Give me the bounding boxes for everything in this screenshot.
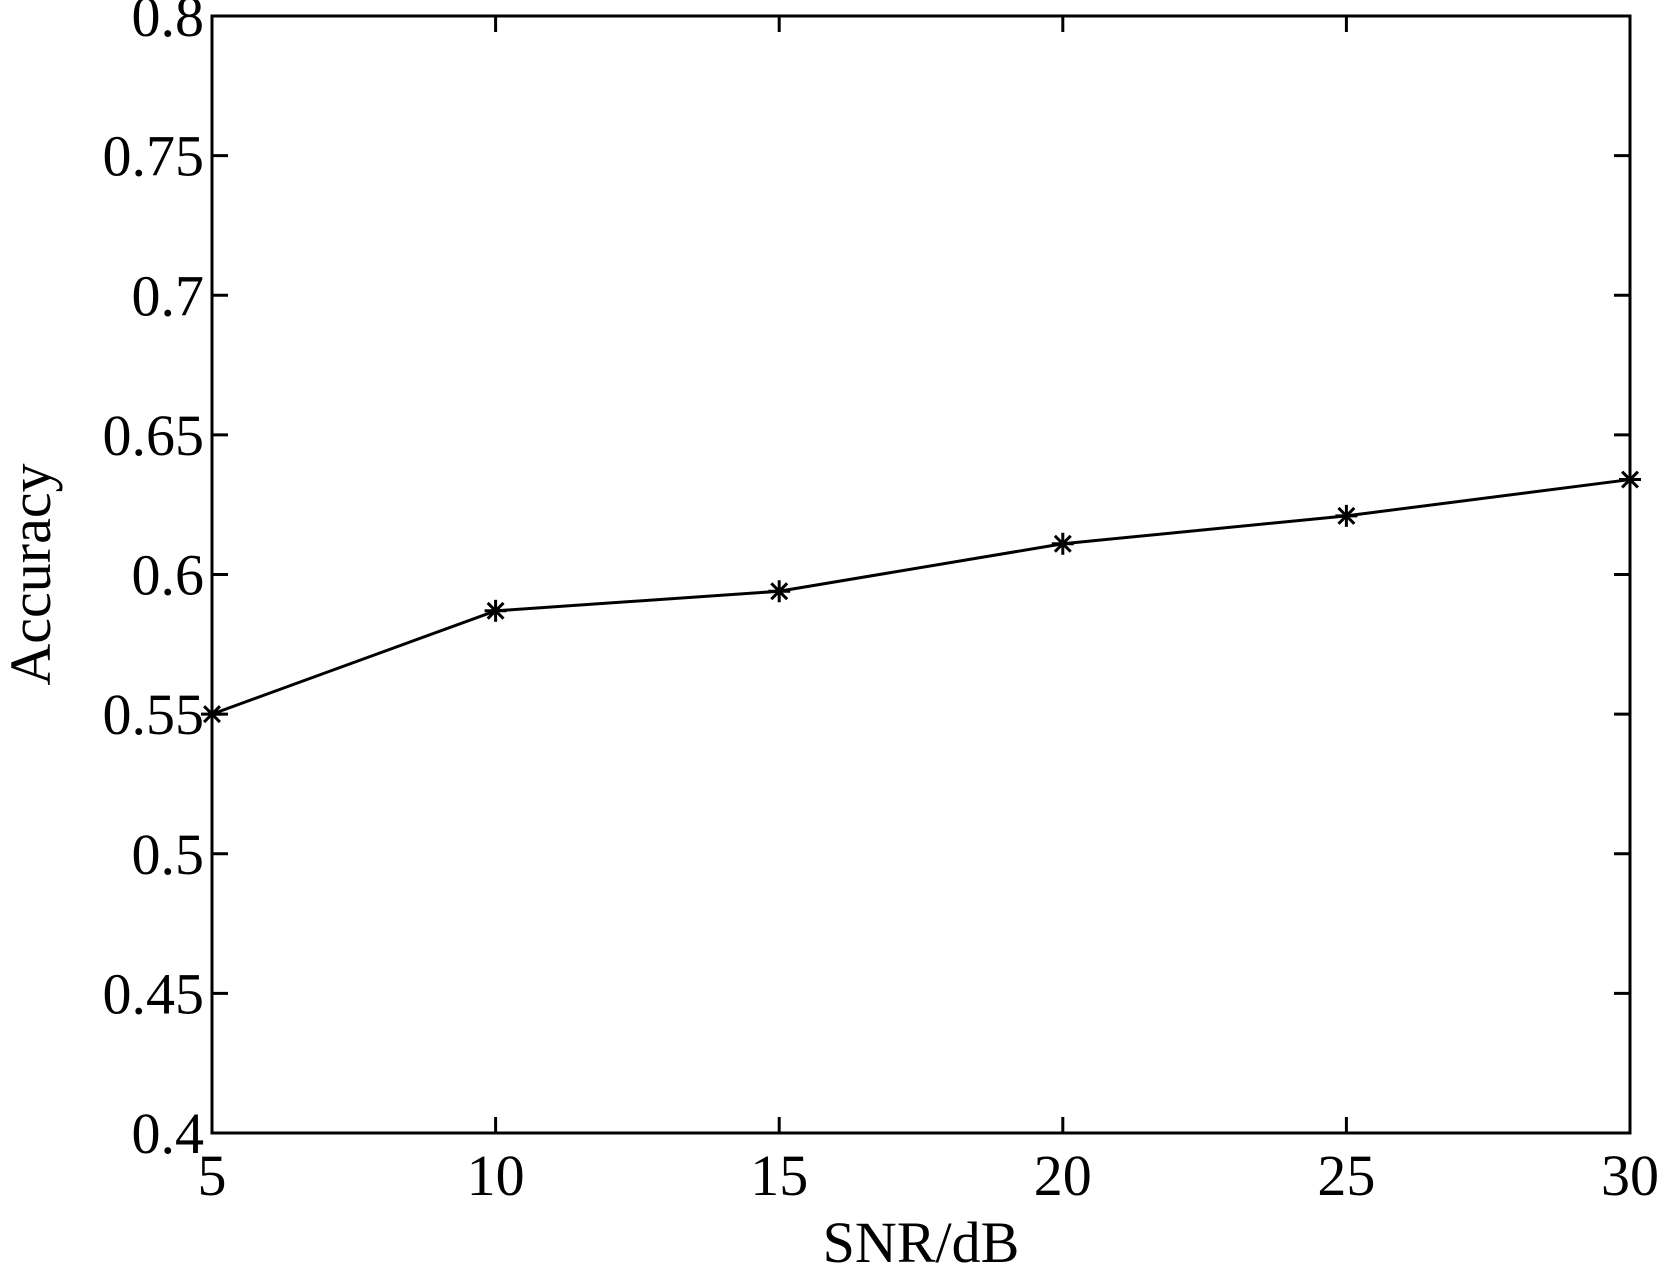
data-point-marker [1051,532,1074,555]
data-point-marker [1335,504,1358,527]
series-layer [201,468,1641,726]
y-tick-label: 0.5 [132,822,205,887]
y-tick-label: 0.8 [132,0,205,49]
tick-labels-layer: 5 10 15 20 25 30 0.4 0.45 0.5 0.55 0.6 0.65 0.7 0.75 0… [103,0,1660,1208]
x-tick-label: 20 [1034,1143,1092,1208]
y-tick-label: 0.65 [103,403,205,468]
x-tick-label: 25 [1317,1143,1375,1208]
x-tick-label: 30 [1601,1143,1659,1208]
y-tick-label: 0.45 [103,961,205,1026]
x-tick-label: 10 [467,1143,525,1208]
ticks-layer [210,14,1632,1135]
series-line [211,478,1631,716]
data-point-marker [768,580,791,603]
x-axis-title: SNR/dB [823,1210,1020,1266]
y-axis-title: Accuracy [0,463,63,685]
y-tick-label: 0.7 [132,263,205,328]
x-tick-label: 5 [198,1143,227,1208]
y-tick-label: 0.75 [103,124,205,189]
y-tick-label: 0.6 [132,543,205,608]
y-tick-label: 0.4 [132,1101,205,1166]
y-tick-label: 0.55 [103,682,205,747]
x-tick-label: 15 [750,1143,808,1208]
plot-frame [210,14,1632,1135]
data-point-marker [484,599,507,622]
